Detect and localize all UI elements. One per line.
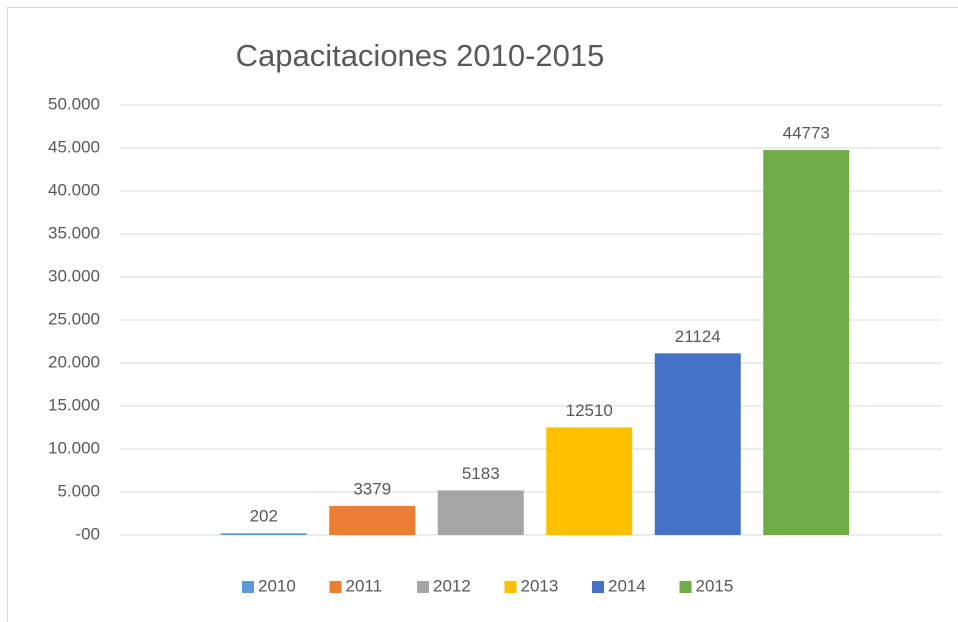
y-tick-label: 50.000 xyxy=(48,94,100,113)
bar xyxy=(437,490,524,535)
data-label: 202 xyxy=(250,507,278,526)
legend-label: 2015 xyxy=(696,576,734,595)
bar xyxy=(220,533,307,535)
y-tick-label: 15.000 xyxy=(48,395,100,414)
bar xyxy=(654,353,741,535)
y-tick-label: -00 xyxy=(75,524,100,543)
bar xyxy=(763,149,850,535)
legend-swatch xyxy=(504,581,517,593)
chart-title: Capacitaciones 2010-2015 xyxy=(236,38,605,73)
legend-swatch xyxy=(417,581,429,593)
data-label: 5183 xyxy=(462,464,500,483)
y-tick-label: 25.000 xyxy=(48,309,100,328)
y-tick-label: 35.000 xyxy=(48,223,100,242)
y-tick-label: 40.000 xyxy=(48,180,100,199)
y-tick-label: 10.000 xyxy=(48,438,100,457)
legend-swatch xyxy=(329,581,342,593)
data-label: 3379 xyxy=(353,479,391,498)
data-label: 21124 xyxy=(675,327,721,346)
legend-swatch xyxy=(679,581,692,593)
legend-label: 2010 xyxy=(258,576,296,595)
legend-swatch xyxy=(592,581,604,593)
data-label: 44773 xyxy=(783,123,830,142)
legend-swatch xyxy=(242,581,254,593)
y-tick-label: 20.000 xyxy=(48,352,100,371)
bar xyxy=(329,505,416,535)
bar xyxy=(546,427,633,535)
data-label: 12510 xyxy=(566,401,613,420)
legend-label: 2013 xyxy=(521,576,559,595)
legend-label: 2012 xyxy=(433,576,471,595)
y-tick-label: 45.000 xyxy=(48,137,100,156)
y-tick-label: 5.000 xyxy=(57,481,100,500)
y-tick-label: 30.000 xyxy=(48,266,100,285)
legend-label: 2011 xyxy=(346,576,383,595)
legend-label: 2014 xyxy=(608,576,646,595)
